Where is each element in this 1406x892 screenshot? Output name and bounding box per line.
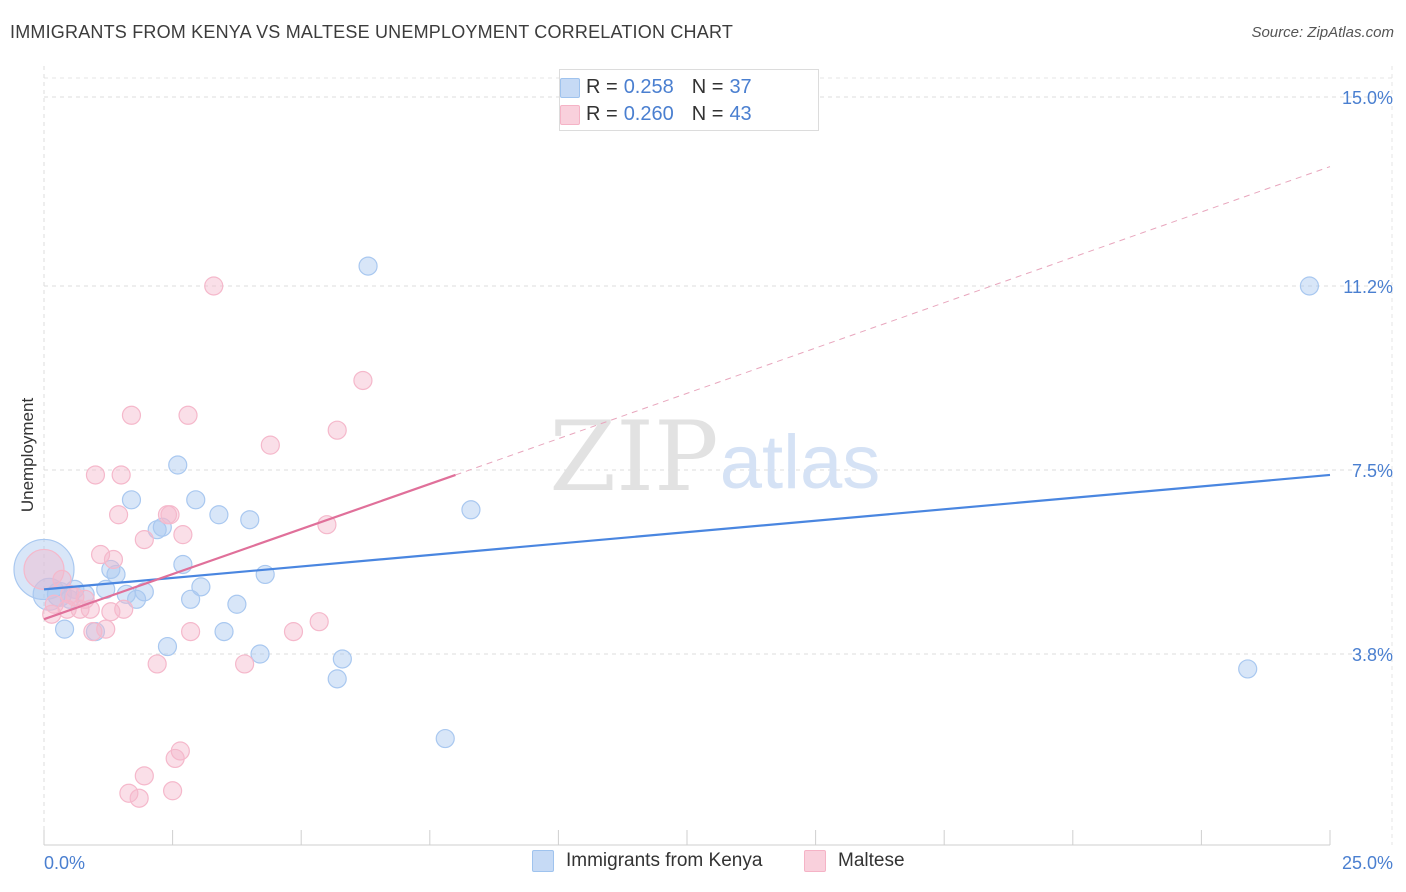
kenya-point — [13, 538, 75, 601]
maltese-point — [111, 465, 131, 485]
kenya-point — [54, 619, 75, 639]
kenya-point — [147, 520, 167, 540]
kenya-point — [168, 455, 188, 475]
n-label: N = — [691, 75, 724, 98]
kenya-point — [214, 622, 234, 642]
maltese-point — [129, 788, 149, 808]
maltese-point — [283, 622, 304, 642]
maltese-point — [181, 622, 201, 642]
r-value-maltese: 0.260 — [623, 102, 674, 125]
kenya-swatch — [560, 78, 580, 98]
kenya-point — [181, 589, 201, 609]
y-tick-label: 15.0% — [1342, 88, 1393, 108]
maltese-point — [60, 584, 80, 604]
kenya-point — [1299, 276, 1320, 296]
r-label: R = — [586, 75, 618, 98]
kenya-trend-line — [43, 473, 1331, 591]
x-tick-label: 0.0% — [44, 853, 85, 873]
maltese-point — [90, 544, 111, 565]
maltese-point — [160, 505, 180, 525]
maltese-point — [114, 599, 134, 619]
watermark-zip: ZIP — [549, 401, 718, 513]
maltese-point — [44, 594, 64, 614]
maltese-point — [327, 420, 347, 440]
x-axis-ticks — [43, 830, 1331, 845]
y-tick-labels: 3.8% 7.5% 11.2% 15.0% — [1342, 88, 1393, 665]
kenya-point — [157, 636, 178, 657]
maltese-point — [204, 276, 224, 296]
maltese-point — [85, 465, 106, 485]
r-value-kenya: 0.258 — [623, 75, 674, 98]
correlation-legend: R = 0.258 N = 37 R = 0.260 N = 43 — [559, 69, 819, 131]
maltese-point — [121, 405, 142, 425]
kenya-point — [250, 644, 270, 664]
kenya-point — [327, 669, 347, 689]
legend-row-kenya: R = 0.258 N = 37 — [560, 74, 752, 100]
n-value-kenya: 37 — [729, 75, 752, 98]
maltese-point — [134, 530, 154, 550]
maltese-point — [147, 654, 167, 674]
maltese-point — [23, 548, 65, 591]
r-label: R = — [586, 102, 618, 125]
n-label: N = — [691, 102, 724, 125]
maltese-point — [103, 549, 124, 570]
kenya-point — [134, 582, 154, 602]
legend-label-kenya: Immigrants from Kenya — [566, 850, 763, 871]
maltese-point — [260, 435, 280, 455]
kenya-point — [461, 500, 481, 520]
maltese-point — [134, 766, 154, 786]
maltese-trend-line — [43, 473, 456, 621]
maltese-trend-extension — [455, 166, 1331, 476]
gridlines — [43, 66, 1393, 845]
maltese-swatch — [560, 105, 580, 125]
chart-title: IMMIGRANTS FROM KENYA VS MALTESE UNEMPLO… — [10, 22, 734, 42]
maltese-point — [119, 783, 139, 803]
y-tick-label: 7.5% — [1352, 461, 1393, 481]
kenya-point — [186, 490, 206, 510]
kenya-point — [209, 505, 229, 525]
kenya-legend-swatch — [532, 850, 554, 872]
maltese-point — [317, 515, 337, 535]
kenya-point — [240, 510, 260, 530]
kenya-point — [126, 589, 147, 609]
kenya-points — [13, 256, 1320, 749]
kenya-point — [227, 594, 247, 614]
legend-row-maltese: R = 0.260 N = 43 — [560, 101, 752, 127]
kenya-point — [332, 649, 352, 669]
maltese-point — [309, 612, 329, 632]
maltese-points — [23, 276, 373, 808]
maltese-point — [178, 405, 198, 425]
trend-lines — [43, 166, 1331, 621]
kenya-point — [435, 728, 455, 749]
maltese-point — [173, 525, 193, 545]
legend-item-kenya[interactable]: Immigrants from Kenya — [532, 850, 762, 872]
kenya-point — [1238, 659, 1258, 679]
maltese-legend-swatch — [804, 850, 826, 872]
y-tick-label: 11.2% — [1343, 277, 1393, 297]
watermark-atlas: atlas — [720, 420, 881, 505]
legend-item-maltese[interactable]: Maltese — [804, 850, 905, 872]
x-tick-label: 25.0% — [1342, 853, 1393, 873]
maltese-point — [353, 370, 373, 391]
kenya-point — [358, 256, 378, 276]
n-value-maltese: 43 — [729, 102, 752, 125]
watermark: ZIP atlas — [549, 401, 880, 513]
maltese-point — [170, 741, 190, 761]
kenya-point — [121, 490, 142, 510]
kenya-point — [191, 577, 211, 597]
maltese-point — [96, 619, 116, 639]
maltese-point — [163, 781, 183, 801]
chart-source: Source: ZipAtlas.com — [1251, 24, 1394, 41]
x-tick-labels: 0.0% 25.0% — [44, 853, 1393, 873]
series-legend: Immigrants from Kenya Maltese — [0, 850, 1406, 878]
maltese-point — [235, 654, 255, 674]
y-tick-label: 3.8% — [1352, 645, 1393, 665]
maltese-point — [108, 505, 129, 525]
legend-label-maltese: Maltese — [838, 850, 905, 871]
